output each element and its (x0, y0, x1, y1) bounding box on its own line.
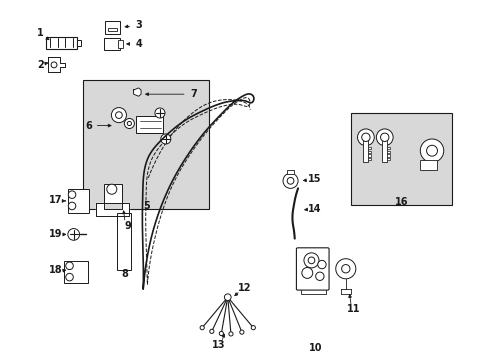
Circle shape (361, 133, 369, 141)
Text: 16: 16 (394, 197, 407, 207)
Circle shape (209, 329, 213, 333)
Bar (386, 151, 389, 153)
Polygon shape (96, 203, 129, 216)
Text: 3: 3 (135, 20, 142, 30)
Circle shape (68, 229, 80, 240)
Circle shape (239, 330, 244, 334)
Circle shape (111, 108, 126, 123)
Text: 15: 15 (307, 174, 321, 184)
Circle shape (286, 177, 293, 184)
Bar (350, 113, 451, 205)
Bar (386, 158, 389, 160)
Circle shape (426, 145, 437, 156)
Circle shape (301, 267, 312, 278)
Text: 10: 10 (308, 343, 322, 353)
Text: 12: 12 (237, 283, 251, 293)
Bar (77, 40, 81, 46)
Text: 18: 18 (48, 265, 62, 275)
Text: 13: 13 (211, 340, 225, 350)
Bar (117, 213, 131, 270)
Circle shape (68, 202, 76, 210)
Circle shape (376, 129, 392, 146)
Polygon shape (133, 88, 141, 96)
Text: 2: 2 (37, 60, 43, 70)
Circle shape (224, 294, 231, 301)
Circle shape (115, 112, 122, 118)
Bar (135, 116, 163, 133)
Circle shape (68, 191, 76, 198)
Bar (45, 37, 77, 49)
Circle shape (155, 108, 164, 118)
Circle shape (341, 265, 349, 273)
Circle shape (307, 257, 314, 264)
Circle shape (161, 134, 170, 144)
Text: 1: 1 (37, 28, 43, 39)
Circle shape (335, 259, 355, 279)
Text: 8: 8 (121, 269, 127, 279)
Bar (118, 40, 122, 48)
Circle shape (200, 325, 204, 330)
Circle shape (304, 253, 318, 268)
Text: 17: 17 (48, 195, 62, 205)
Circle shape (315, 272, 324, 280)
Bar (286, 170, 293, 174)
Circle shape (228, 332, 233, 336)
Circle shape (65, 262, 73, 270)
Circle shape (283, 173, 298, 188)
Text: 6: 6 (85, 121, 92, 131)
Text: 5: 5 (142, 201, 149, 211)
Bar (104, 184, 122, 203)
Text: 14: 14 (307, 204, 321, 214)
Circle shape (65, 273, 73, 281)
Circle shape (51, 62, 57, 68)
Polygon shape (48, 57, 65, 72)
Bar (367, 158, 370, 160)
Bar (105, 21, 120, 34)
Bar (386, 154, 389, 157)
Text: 7: 7 (190, 89, 196, 99)
Bar (363, 140, 367, 162)
Bar (367, 151, 370, 153)
Bar (386, 147, 389, 149)
Circle shape (127, 121, 131, 126)
Circle shape (124, 118, 134, 129)
Circle shape (380, 133, 388, 141)
Text: 4: 4 (135, 39, 142, 49)
Circle shape (219, 332, 223, 336)
Bar (64, 261, 87, 283)
Bar (108, 28, 117, 31)
Text: 19: 19 (48, 229, 62, 239)
Text: 9: 9 (124, 221, 131, 231)
Bar (420, 160, 436, 170)
Bar (68, 189, 89, 213)
Bar (104, 38, 120, 50)
Bar (382, 140, 386, 162)
Bar (367, 147, 370, 149)
Bar (83, 80, 208, 209)
Circle shape (317, 260, 325, 269)
Text: 11: 11 (346, 304, 359, 314)
Circle shape (357, 129, 373, 146)
Circle shape (106, 184, 117, 194)
FancyBboxPatch shape (296, 248, 328, 290)
Bar (367, 154, 370, 157)
Circle shape (251, 325, 255, 330)
Circle shape (420, 139, 443, 162)
